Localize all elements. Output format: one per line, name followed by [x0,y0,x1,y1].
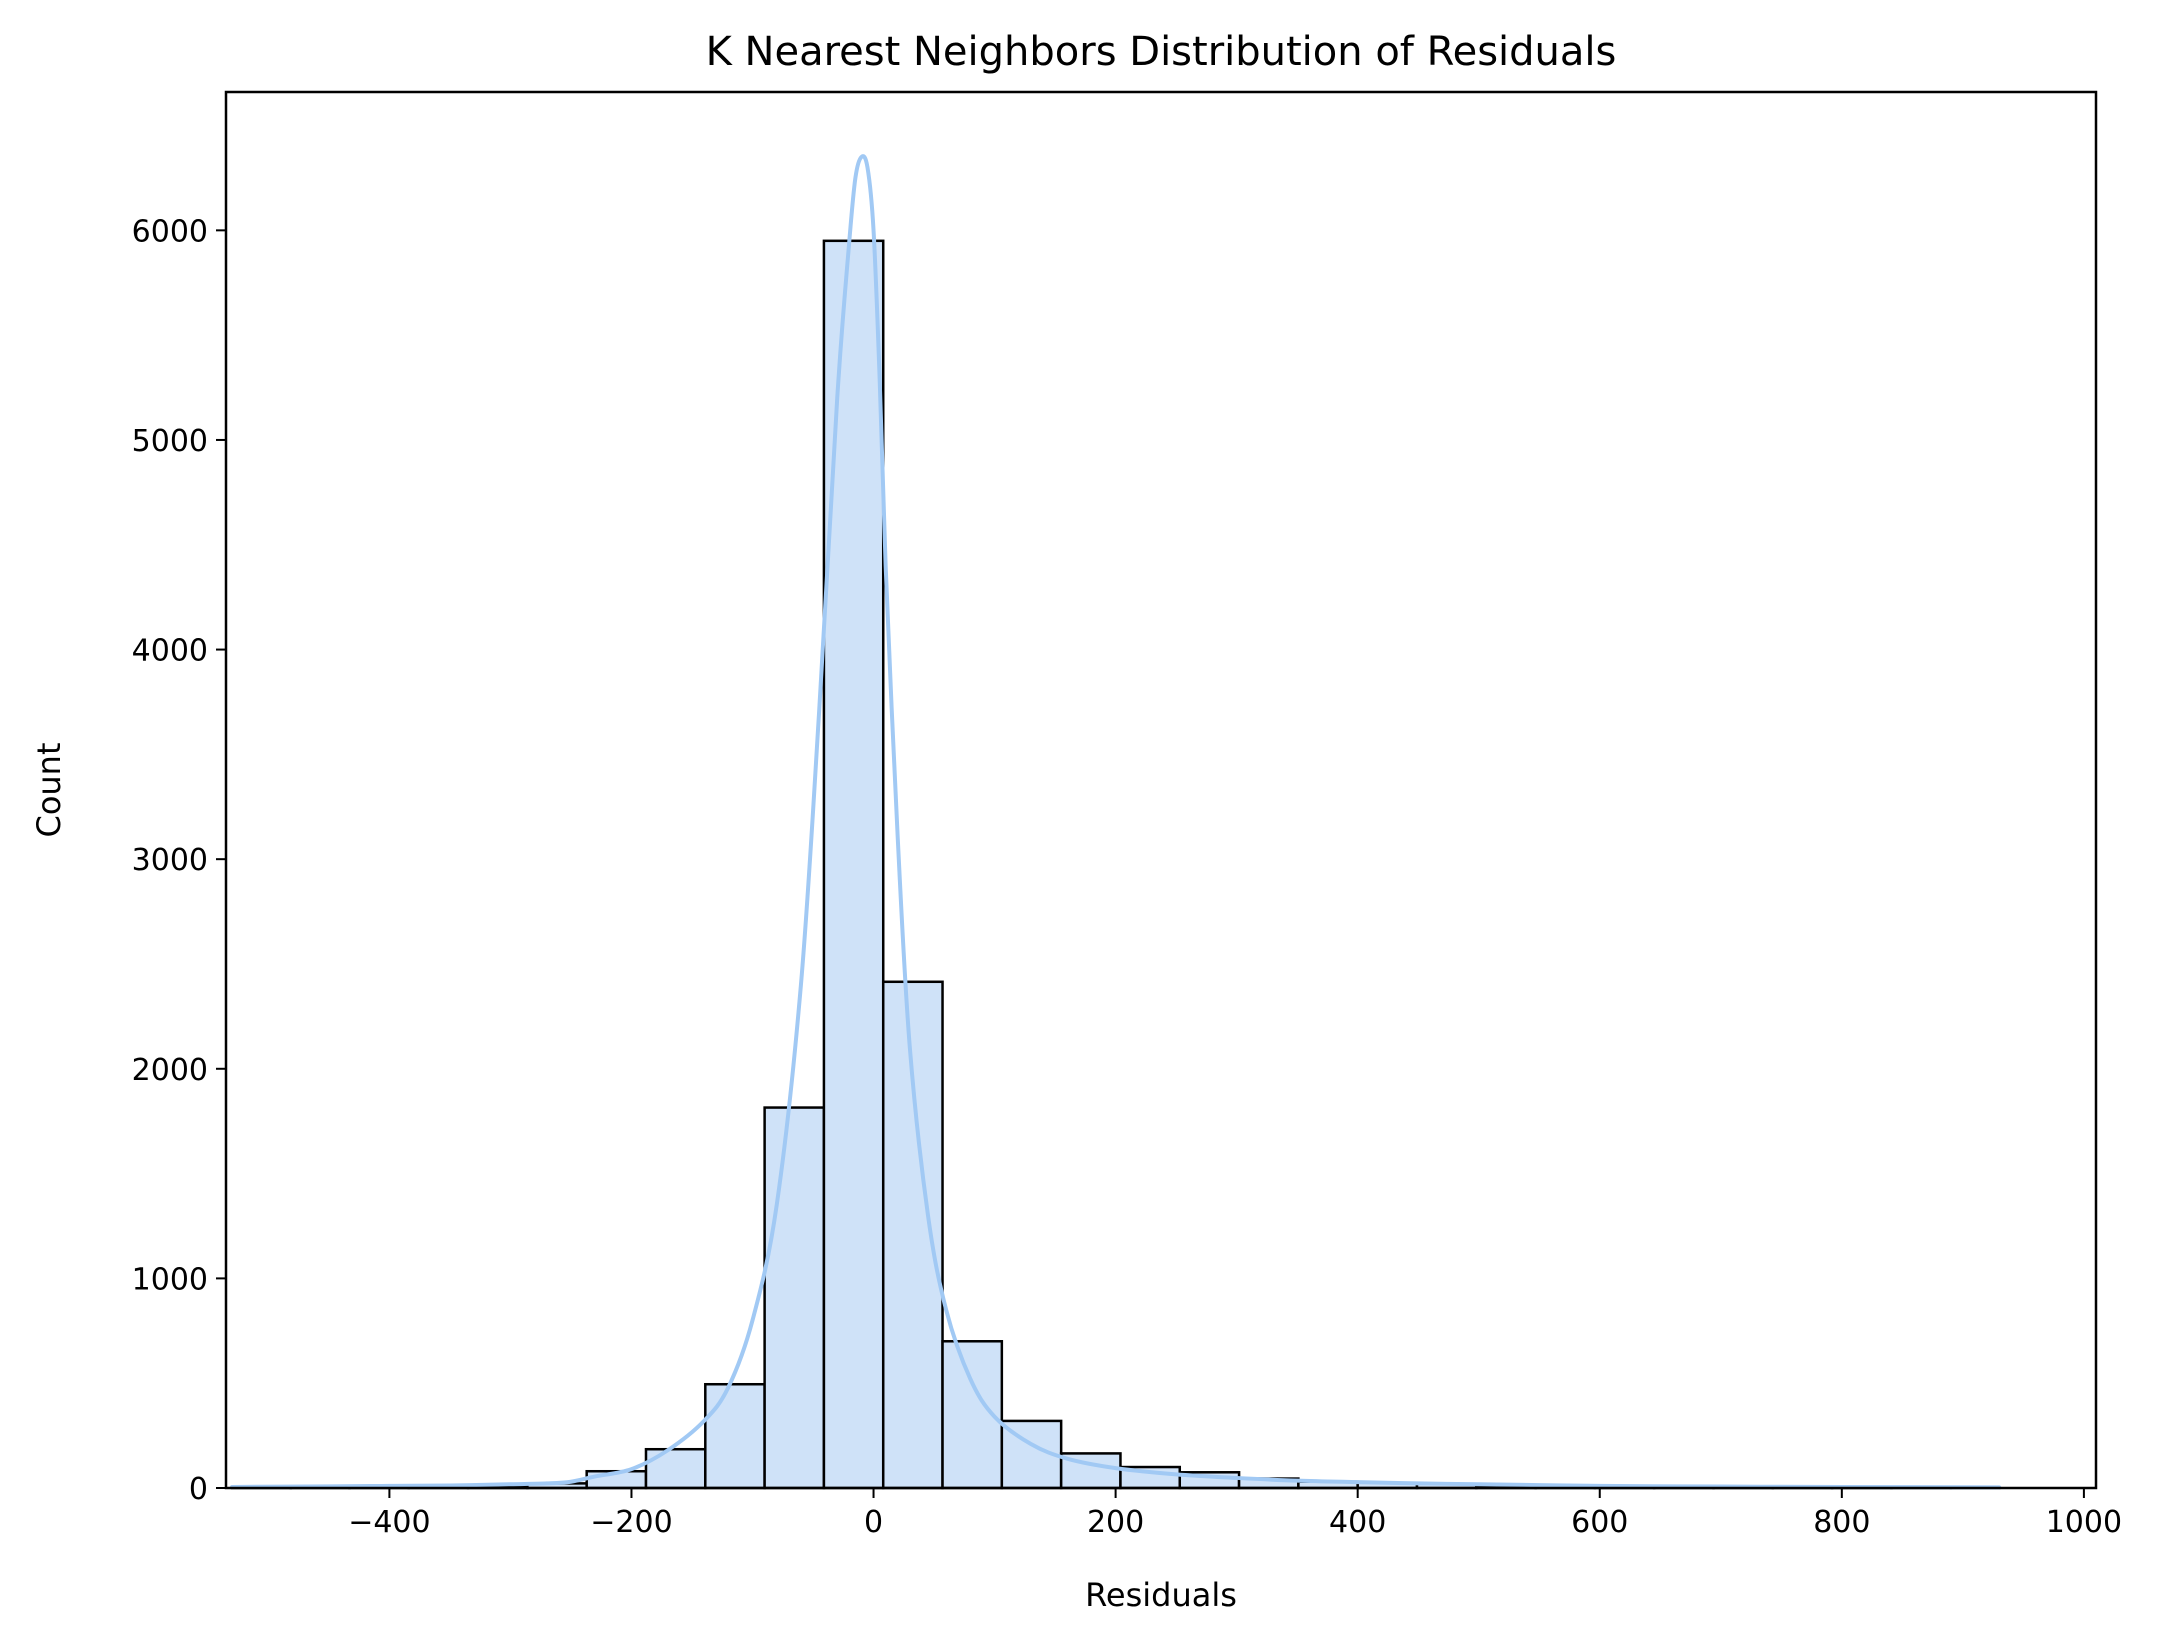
y-tick-label-4: 4000 [132,634,208,669]
x-tick-label-4: 400 [1329,1505,1386,1540]
histogram-bar-11 [881,980,944,1490]
y-tick-label-2: 2000 [132,1053,208,1088]
x-tick-label-6: 800 [1813,1505,1870,1540]
x-tick-label-1: −200 [590,1505,672,1540]
x-tick-label-7: 1000 [2046,1505,2122,1540]
x-tick-label-3: 200 [1087,1505,1144,1540]
x-tick-label-2: 0 [864,1505,883,1540]
plot-area-frame [224,90,2098,1490]
histogram-bar-9 [763,1106,826,1490]
y-axis-label: Count [30,742,68,837]
y-tick-label-1: 1000 [132,1262,208,1297]
chart-title: K Nearest Neighbors Distribution of Resi… [706,29,1617,75]
histogram-bar-10 [822,239,885,1490]
x-axis-label: Residuals [1085,1576,1237,1614]
y-tick-label-5: 5000 [132,424,208,459]
kde-curve-line [230,154,2002,1490]
histogram-bar-8 [704,1382,766,1490]
x-tick-label-0: −400 [348,1505,430,1540]
y-axis-ticks: 0 1000 2000 3000 4000 5000 6000 [132,214,226,1507]
y-tick-label-0: 0 [189,1472,208,1507]
y-tick-label-6: 6000 [132,214,208,249]
x-tick-label-5: 600 [1571,1505,1628,1540]
y-tick-label-3: 3000 [132,843,208,878]
histogram-bar-7 [644,1447,707,1490]
x-axis-ticks: −400 −200 0 200 400 600 800 1000 [348,1488,2122,1540]
